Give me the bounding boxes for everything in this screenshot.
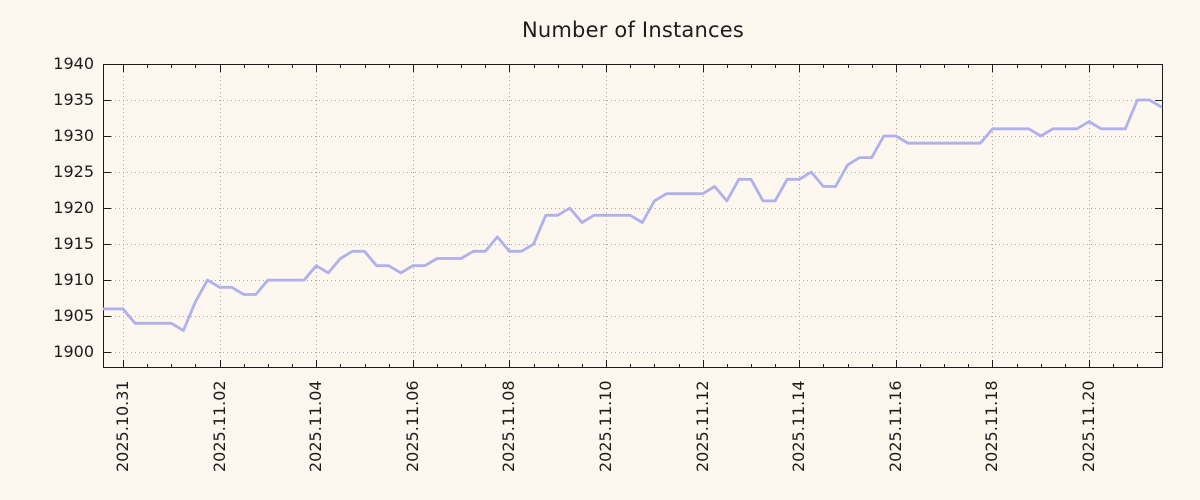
x-tick-label: 2025.11.16: [885, 380, 905, 472]
y-tick-label: 1935: [53, 90, 94, 110]
x-tick-label: 2025.11.12: [692, 380, 712, 472]
x-tick-label: 2025.11.10: [596, 380, 616, 472]
y-tick-label: 1920: [53, 198, 94, 218]
x-tick-label: 2025.11.20: [1079, 380, 1099, 472]
x-tick-label: 2025.11.06: [402, 380, 422, 472]
instances-series-line: [103, 98, 1163, 332]
y-tick-label: 1900: [53, 342, 94, 362]
x-tick-label: 2025.11.04: [306, 380, 326, 472]
chart-title: Number of Instances: [521, 18, 744, 42]
x-tick-label: 2025.11.14: [789, 380, 809, 472]
x-tick-label: 2025.10.31: [112, 380, 132, 472]
y-tick-label: 1905: [53, 306, 94, 326]
y-tick-label: 1910: [53, 270, 94, 290]
x-tick-label: 2025.11.18: [982, 380, 1002, 472]
y-tick-label: 1940: [53, 54, 94, 73]
y-tick-label: 1930: [53, 126, 94, 146]
y-tick-label: 1915: [53, 234, 94, 254]
x-tick-label: 2025.11.08: [499, 380, 519, 472]
y-tick-label: 1925: [53, 162, 94, 182]
x-tick-label: 2025.11.02: [209, 380, 229, 472]
